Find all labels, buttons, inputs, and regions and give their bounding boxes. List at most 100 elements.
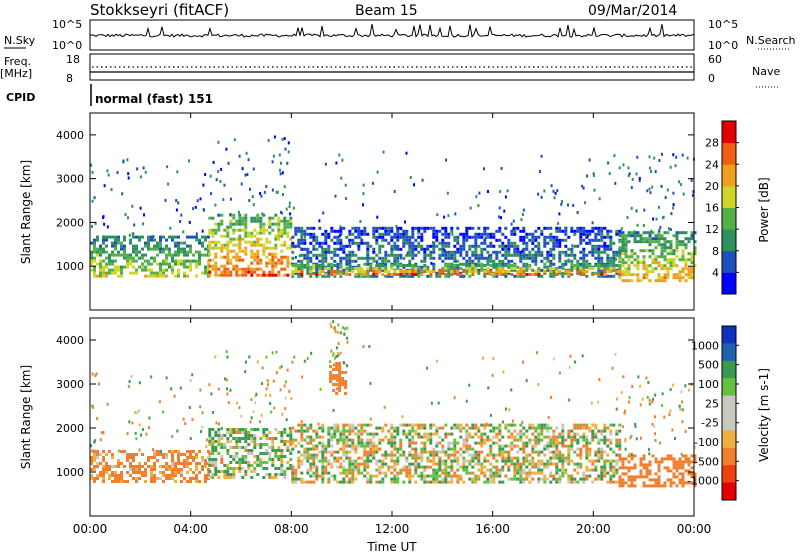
data-cell [327,250,331,254]
data-cell [585,234,588,238]
data-cell [195,480,198,483]
data-cell [393,426,397,430]
data-cell [552,477,556,481]
data-cell [309,273,313,276]
data-cell [354,468,358,472]
data-cell [134,431,137,435]
data-cell [156,241,159,245]
data-cell [168,474,171,477]
data-cell [226,246,230,250]
data-cell [93,247,96,251]
data-cell [318,450,322,454]
data-cell [513,456,517,460]
data-cell [411,226,415,230]
data-cell [183,465,186,468]
data-cell [220,470,224,473]
data-cell [285,418,288,422]
data-cell [291,477,295,481]
data-cell [666,258,670,262]
colorbar-segment [722,121,736,144]
data-cell [274,428,278,431]
data-cell [504,274,508,278]
data-cell [160,449,163,453]
data-cell [564,259,568,263]
data-cell [408,450,412,454]
data-cell [327,235,331,239]
data-cell [336,429,340,433]
data-cell [351,253,355,257]
data-cell [579,235,583,239]
data-cell [116,171,119,175]
data-cell [344,392,348,395]
data-cell [498,423,502,427]
data-cell [283,222,287,226]
data-cell [501,447,505,451]
data-cell [260,194,263,198]
data-cell [519,435,523,439]
data-cell [357,435,361,439]
data-cell [507,429,511,433]
data-cell [501,450,505,454]
data-cell [498,474,502,478]
data-cell [537,450,541,454]
data-cell [582,238,586,242]
data-cell [446,191,449,195]
data-cell [462,444,466,448]
data-cell [495,468,499,472]
data-cell [657,466,661,470]
data-cell [597,253,601,257]
data-cell [504,235,508,239]
data-cell [204,462,207,465]
data-cell [402,271,406,275]
data-cell [609,267,613,270]
data-cell [444,459,448,463]
data-cell [159,274,162,278]
data-cell [570,447,574,451]
data-cell [259,461,263,464]
data-cell [280,258,284,262]
data-cell [486,270,490,273]
data-cell [414,480,418,484]
data-cell [99,274,102,278]
data-cell [624,279,628,283]
data-cell [144,170,147,174]
data-cell [408,438,412,442]
data-cell [188,406,191,409]
data-cell [426,480,430,484]
data-cell [504,450,508,454]
data-cell [447,267,451,270]
data-cell [672,153,675,157]
data-cell [396,477,400,481]
data-cell [537,471,541,475]
data-cell [552,450,556,454]
data-cell [300,253,304,257]
data-cell [576,447,580,451]
data-cell [534,238,538,242]
data-cell [306,247,310,251]
data-cell [648,249,652,253]
data-cell [606,274,610,278]
data-cell [399,253,403,257]
data-cell [684,243,688,247]
data-cell [432,453,436,457]
data-cell [147,244,150,248]
data-cell [555,435,559,439]
data-cell [217,387,220,391]
data-cell [630,434,633,438]
data-cell [390,253,394,257]
data-cell [522,360,524,364]
data-cell [241,446,245,449]
data-cell [672,203,675,207]
data-cell [570,474,574,478]
data-cell [244,434,248,437]
data-cell [600,477,604,481]
data-cell [471,435,475,439]
data-cell [259,237,263,241]
data-cell [277,237,281,241]
data-cell [274,476,278,479]
data-cell [510,241,514,245]
data-cell [123,256,126,260]
data-cell [588,238,592,242]
data-cell [336,265,340,269]
data-cell [525,253,529,257]
